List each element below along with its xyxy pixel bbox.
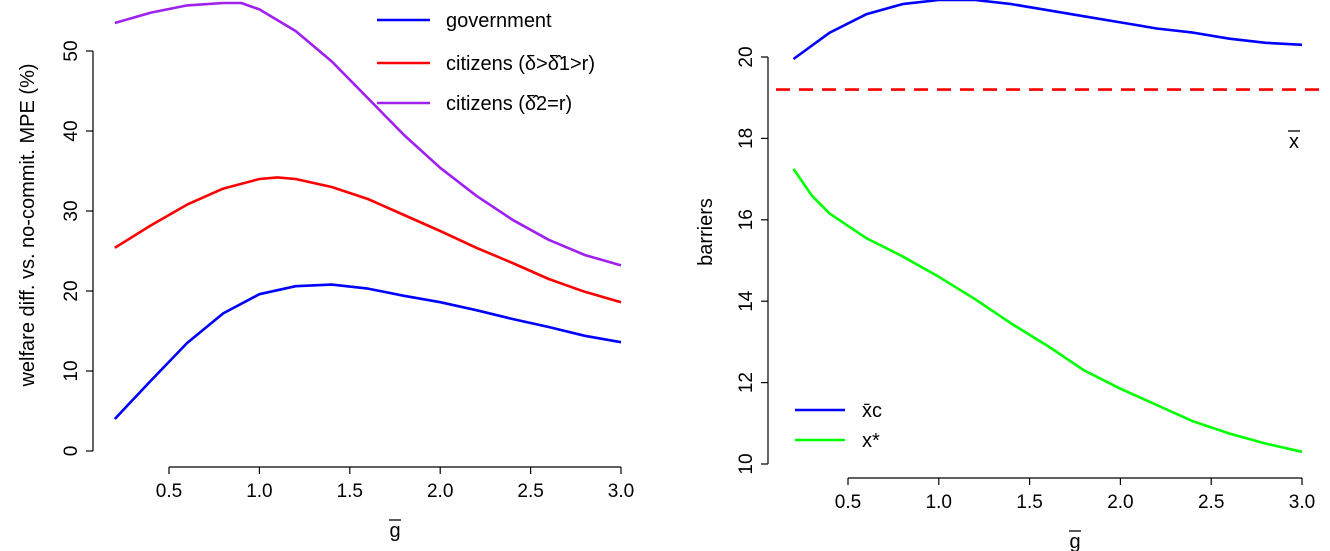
y-tick-label: 40 [61,120,82,141]
y-tick-label: 16 [736,209,757,230]
y-axis-label: welfare diff. vs. no-commit. MPE (%) [17,63,39,387]
y-tick-label: 50 [61,40,82,61]
x-tick-label: 2.5 [517,481,543,502]
series-line-3 [114,1,622,267]
series-line-1 [113,283,622,420]
y-tick-label: 0 [61,446,82,457]
x-axis-label: g [1069,531,1080,551]
x-tick-label: 1.0 [246,481,272,502]
x-tick-label: 0.5 [835,492,861,513]
y-tick-label: 14 [736,290,757,312]
right-chart-panel: 0.5 1.0 1.5 2.0 2.5 3.0 10 12 14 16 18 20 g barriers x… [695,0,1322,551]
y-axis-label: barriers [695,198,717,266]
x-tick-label: 2.5 [1198,492,1224,513]
legend-label: government [446,10,552,32]
legend-label: x̄c [862,400,882,422]
left-chart-panel: 0.5 1.0 1.5 2.0 2.5 3.0 0 10 20 30 40 50 g welfare di… [17,1,634,542]
legend-label: citizens (δ>δ̂1>r) [446,53,595,75]
x-tick-label: 3.0 [608,481,634,502]
x-tick-label: 3.0 [1289,492,1315,513]
x-tick-label: 1.5 [337,481,363,502]
y-tick-label: 10 [736,453,757,474]
legend-label: citizens (δ̂2=r) [446,93,572,115]
y-tick-label: 12 [736,372,757,393]
y-tick-label: 20 [61,280,82,301]
x-tick-label: 2.0 [1107,492,1133,513]
y-tick-label: 10 [61,360,82,381]
y-tick-label: 30 [61,200,82,221]
series-line-1 [792,0,1303,61]
x-tick-label: 1.5 [1016,492,1042,513]
x-tick-label: 2.0 [427,481,453,502]
x-axis-label: g [389,520,400,542]
series-line-2 [792,168,1303,454]
y-tick-label: 18 [736,128,757,149]
y-tick-label: 20 [736,46,757,67]
x-tick-label: 0.5 [156,481,182,502]
series-line-2 [114,176,622,304]
legend-label: x* [862,430,880,452]
x-tick-label: 1.0 [926,492,952,513]
reference-line-label: x [1289,131,1299,153]
